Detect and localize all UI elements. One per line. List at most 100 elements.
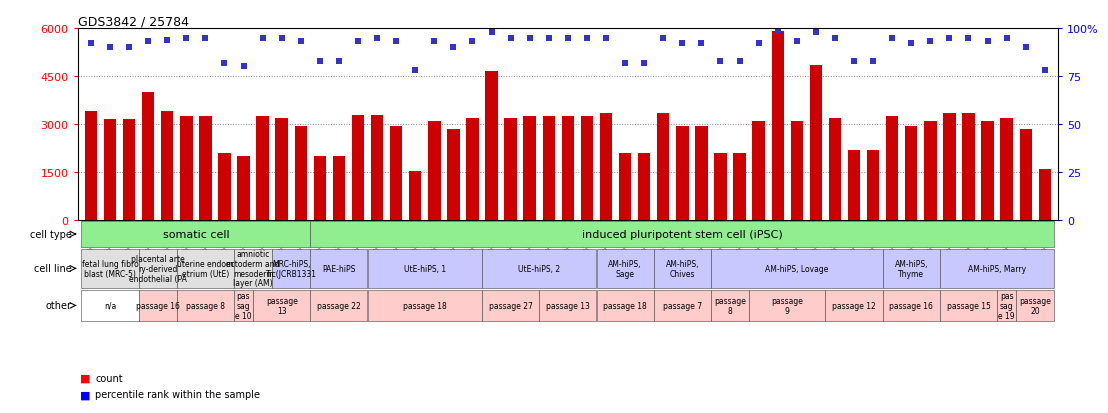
Bar [825,290,883,321]
Bar [482,290,540,321]
Point [674,41,691,47]
Bar [657,114,669,221]
Point [235,64,253,71]
Text: n/a: n/a [104,301,116,310]
Bar [218,154,230,221]
Bar [409,171,421,221]
Point [158,37,176,44]
Bar [104,120,116,221]
Bar [295,126,307,221]
Point [254,35,271,42]
Point [560,35,577,42]
Bar [485,72,497,221]
Bar [82,249,138,288]
Point [196,35,214,42]
Point [1017,45,1035,51]
Bar [924,122,936,221]
Bar [482,249,596,288]
Point [177,35,195,42]
Bar [940,290,997,321]
Bar [177,290,234,321]
Bar [368,290,482,321]
Bar [829,119,841,221]
Bar [161,112,174,221]
Text: passage
9: passage 9 [771,297,803,315]
Text: induced pluripotent stem cell (iPSC): induced pluripotent stem cell (iPSC) [582,230,782,240]
Point [750,41,768,47]
Point [311,58,329,65]
Text: AM-hiPS,
Sage: AM-hiPS, Sage [608,259,642,278]
Bar [138,249,176,288]
Text: passage 7: passage 7 [663,301,701,310]
Point [388,39,406,46]
Text: passage 16: passage 16 [890,301,933,310]
Bar [596,249,654,288]
Bar [181,117,193,221]
Bar [177,249,234,288]
Bar [695,126,708,221]
Text: somatic cell: somatic cell [163,230,229,240]
Bar [596,290,654,321]
Bar [1019,130,1032,221]
Bar [654,290,711,321]
Bar [1038,170,1051,221]
Point [463,39,481,46]
Bar [428,122,441,221]
Text: ■: ■ [80,389,90,399]
Bar [866,150,880,221]
Bar [997,290,1016,321]
Bar [123,120,135,221]
Bar [749,290,825,321]
Text: passage 18: passage 18 [603,301,647,310]
Bar [82,290,138,321]
Text: cell type: cell type [30,230,72,240]
Point [444,45,462,51]
Text: placental arte
ry-derived
endothelial (PA: placental arte ry-derived endothelial (P… [129,254,186,283]
Point [807,29,824,36]
Text: passage
8: passage 8 [714,297,746,315]
Bar [943,114,955,221]
Point [140,39,157,46]
Bar [352,115,365,221]
Text: passage
20: passage 20 [1019,297,1051,315]
Bar [276,119,288,221]
Bar [314,157,326,221]
Point [827,35,844,42]
Bar [142,93,154,221]
Bar [466,119,479,221]
Point [845,58,863,65]
Bar [940,249,1054,288]
Point [864,58,882,65]
Bar [138,290,176,321]
Point [788,39,806,46]
Bar [237,157,249,221]
Point [120,45,137,51]
Text: other: other [45,301,72,311]
Point [597,35,615,42]
Bar [711,249,883,288]
Text: AM-hiPS, Marry: AM-hiPS, Marry [968,264,1026,273]
Bar [654,249,711,288]
Point [101,45,119,51]
Text: AM-hiPS,
Chives: AM-hiPS, Chives [666,259,699,278]
Bar [791,122,803,221]
Point [578,35,596,42]
Text: ■: ■ [80,373,90,383]
Bar [234,290,253,321]
Point [1036,68,1054,74]
Bar [82,221,310,247]
Point [483,29,501,36]
Text: cell line: cell line [34,264,72,274]
Point [960,35,977,42]
Text: passage 16: passage 16 [136,301,179,310]
Bar [199,117,212,221]
Bar [771,32,783,221]
Text: passage 27: passage 27 [489,301,533,310]
Text: fetal lung fibro
blast (MRC-5): fetal lung fibro blast (MRC-5) [82,259,138,278]
Point [273,35,290,42]
Text: passage 15: passage 15 [946,301,991,310]
Point [407,68,424,74]
Text: MRC-hiPS,
Tic(JCRB1331: MRC-hiPS, Tic(JCRB1331 [266,259,317,278]
Text: passage 22: passage 22 [317,301,361,310]
Text: passage
13: passage 13 [266,297,298,315]
